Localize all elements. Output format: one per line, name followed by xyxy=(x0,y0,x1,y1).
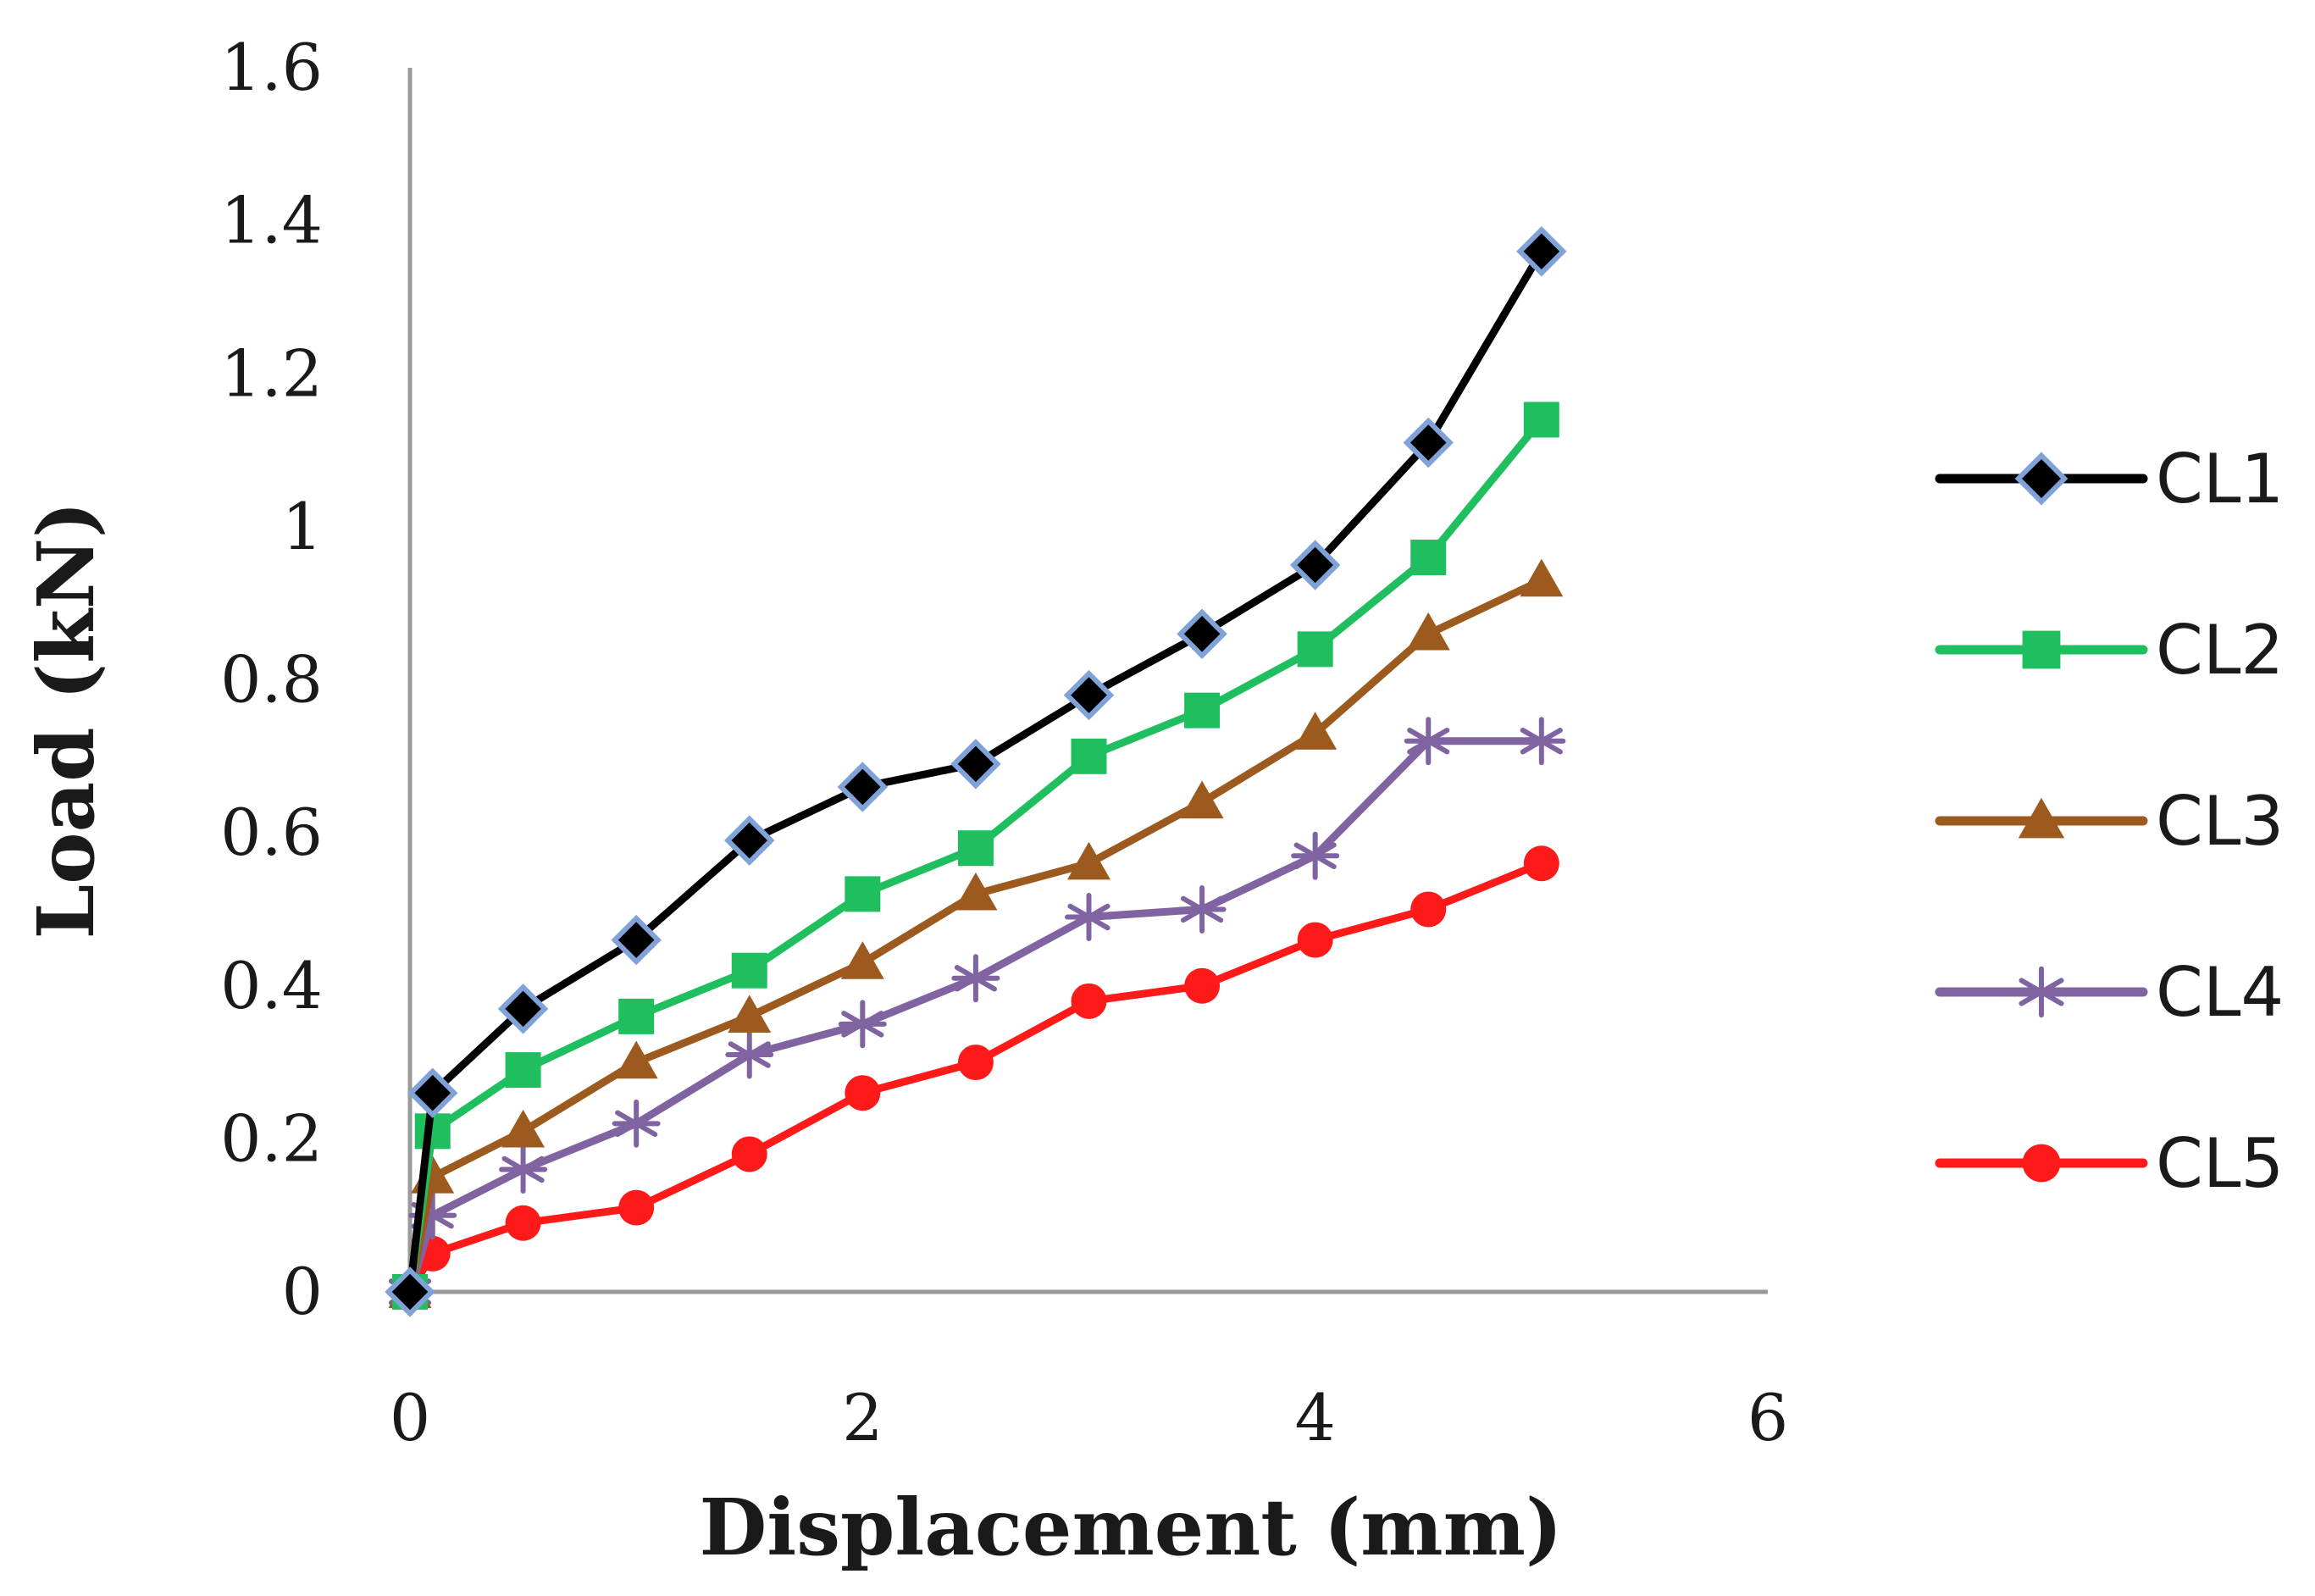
data-point-cl4 xyxy=(612,1099,661,1148)
y-tick-label: 0.6 xyxy=(220,795,323,870)
data-point-cl2 xyxy=(1297,631,1333,668)
legend-item-cl1: CL1 xyxy=(1935,440,2284,518)
data-point-cl1 xyxy=(1063,669,1115,721)
data-point-cl2 xyxy=(1071,738,1107,774)
data-point-cl5 xyxy=(1410,891,1447,928)
data-point-cl5 xyxy=(1523,845,1559,882)
legend-swatch-marker xyxy=(2014,452,2069,506)
data-point-cl3 xyxy=(411,1155,455,1194)
data-point-cl4 xyxy=(1517,717,1566,766)
data-point-cl1 xyxy=(1516,226,1567,277)
x-tick-label: 0 xyxy=(390,1380,430,1455)
legend-label: CL1 xyxy=(2156,440,2284,518)
series-line-cl3 xyxy=(406,577,1543,1293)
data-point-cl3 xyxy=(840,941,884,979)
legend-item-cl3: CL3 xyxy=(1935,782,2284,861)
legend-swatch-marker xyxy=(2022,630,2061,669)
data-point-cl1 xyxy=(1289,540,1341,590)
legend-swatch-marker xyxy=(2018,797,2065,839)
y-tick-label: 1 xyxy=(282,489,323,564)
y-tick-label: 0.4 xyxy=(220,948,323,1023)
data-point-cl2 xyxy=(957,830,994,867)
y-tick-label: 1.4 xyxy=(220,183,323,258)
data-point-cl3 xyxy=(1293,712,1337,750)
axes xyxy=(407,68,1768,1294)
y-tick-label: 1.2 xyxy=(220,335,323,411)
legend-swatch-marker xyxy=(2022,1144,2061,1183)
x-tick-label: 2 xyxy=(842,1380,883,1455)
data-point-cl3 xyxy=(728,995,772,1033)
data-point-cl5 xyxy=(1297,922,1333,958)
data-point-cl2 xyxy=(1523,402,1559,438)
x-tick-labels: 0 2 4 6 xyxy=(390,1380,1788,1455)
data-point-cl1 xyxy=(407,1067,458,1118)
data-point-cl3 xyxy=(1180,780,1224,819)
data-point-cl5 xyxy=(957,1045,994,1081)
series-cl2 xyxy=(392,402,1559,1310)
series-line-cl4 xyxy=(406,737,1542,1294)
data-point-cl1 xyxy=(385,1266,435,1317)
data-point-cl2 xyxy=(618,998,655,1034)
data-point-cl3 xyxy=(614,1040,658,1079)
y-tick-label: 0.8 xyxy=(220,642,323,718)
data-point-cl4 xyxy=(951,954,1000,1003)
legend-label: CL4 xyxy=(2156,953,2284,1032)
data-point-cl4 xyxy=(1404,717,1453,766)
legend-label: CL3 xyxy=(2156,782,2284,861)
data-point-cl3 xyxy=(1520,558,1564,597)
legend-item-cl2: CL2 xyxy=(1935,611,2284,690)
data-point-cl1 xyxy=(611,914,662,966)
data-point-cl4 xyxy=(499,1145,548,1194)
data-point-cl2 xyxy=(731,952,767,989)
data-point-cl5 xyxy=(618,1189,655,1226)
x-tick-label: 4 xyxy=(1294,1380,1335,1455)
y-axis-title: Load (kN) xyxy=(20,502,112,939)
legend-label: CL5 xyxy=(2156,1124,2284,1203)
legend: CL1 CL2 CL3 CL4 CL5 xyxy=(1935,440,2284,1203)
data-point-cl5 xyxy=(505,1205,541,1241)
y-tick-labels: 0 0.2 0.4 0.6 0.8 1 1.2 1.4 1.6 xyxy=(220,30,323,1329)
data-point-cl2 xyxy=(1184,692,1221,729)
data-point-cl1 xyxy=(497,984,549,1034)
data-point-cl4 xyxy=(838,1000,887,1049)
data-point-cl5 xyxy=(1184,967,1221,1004)
series-cl1 xyxy=(385,226,1567,1317)
legend-item-cl5: CL5 xyxy=(1935,1124,2284,1203)
data-point-cl4 xyxy=(1065,892,1113,941)
legend-item-cl4: CL4 xyxy=(1935,953,2284,1032)
y-tick-label: 0.2 xyxy=(220,1100,323,1176)
series-cl3 xyxy=(388,558,1564,1309)
data-point-cl1 xyxy=(1177,608,1227,660)
data-point-cl1 xyxy=(724,815,775,866)
data-point-cl5 xyxy=(1071,983,1107,1019)
data-point-cl3 xyxy=(1406,612,1450,651)
x-axis-title: Displacement (mm) xyxy=(699,1482,1562,1573)
data-point-cl3 xyxy=(501,1109,546,1148)
data-point-cl3 xyxy=(1067,841,1110,880)
data-point-cl5 xyxy=(845,1075,881,1111)
x-tick-label: 6 xyxy=(1747,1380,1788,1455)
y-tick-label: 1.6 xyxy=(220,30,323,105)
y-tick-label: 0 xyxy=(282,1254,323,1329)
data-point-cl2 xyxy=(1410,540,1447,575)
data-point-cl2 xyxy=(845,876,881,912)
data-point-cl3 xyxy=(954,872,998,911)
legend-swatch-marker xyxy=(2015,966,2068,1018)
data-point-cl4 xyxy=(1291,831,1340,880)
data-point-cl1 xyxy=(950,739,1001,790)
data-point-cl4 xyxy=(1177,884,1227,934)
data-point-cl4 xyxy=(725,1030,774,1079)
series-layer xyxy=(385,226,1567,1317)
data-point-cl1 xyxy=(1403,417,1454,468)
data-point-cl5 xyxy=(731,1136,767,1172)
data-point-cl2 xyxy=(505,1052,541,1089)
series-cl5 xyxy=(392,845,1559,1310)
series-line-cl1 xyxy=(406,249,1545,1293)
legend-label: CL2 xyxy=(2156,611,2284,690)
data-point-cl1 xyxy=(837,762,889,812)
series-cl4 xyxy=(385,717,1566,1316)
